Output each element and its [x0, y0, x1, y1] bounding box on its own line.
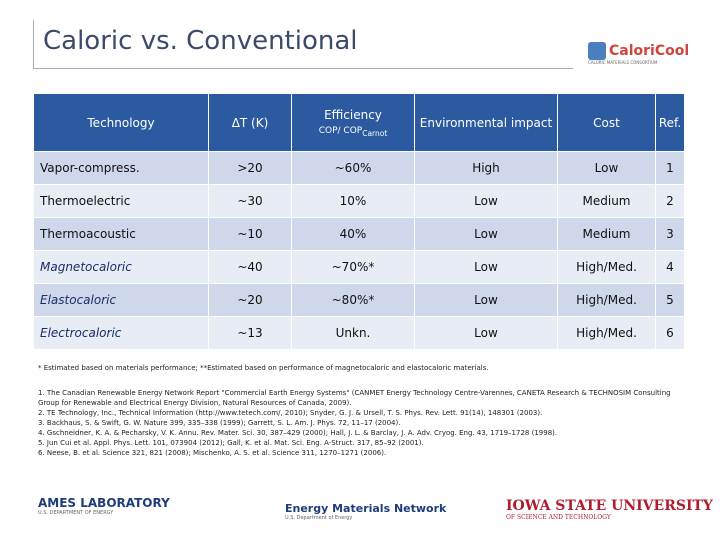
table-cell: High/Med.: [557, 283, 656, 317]
emn-name: Energy Materials Network: [285, 502, 447, 515]
reference: 3. Backhaus, S. & Swift, G. W. Nature 39…: [38, 419, 401, 427]
caloricool-logo: CaloriCool CALORIC MATERIALS CONSORTIUM: [588, 40, 689, 65]
table-cell: High: [414, 151, 558, 185]
column-header: ΔT (K): [208, 93, 292, 152]
reference: 6. Neese, B. et al. Science 321, 821 (20…: [38, 449, 387, 457]
table-cell: ~80%*: [291, 283, 415, 317]
table-row: Vapor-compress. >20 ~60% High Low 1: [33, 151, 685, 185]
table-cell: 40%: [291, 217, 415, 251]
table-cell: Vapor-compress.: [33, 151, 209, 185]
ames-name: AMES LABORATORY: [38, 496, 170, 510]
ames-logo: AMES LABORATORY U.S. DEPARTMENT OF ENERGY: [38, 496, 170, 516]
comparison-table: Technology ΔT (K) Efficiency COP/ COPCarn…: [33, 93, 685, 350]
reference: 4. Gschneidner, K. A. & Pecharsky, V. K.…: [38, 429, 558, 437]
column-subheader: COP/ COPCarnot: [293, 126, 413, 138]
column-header: Ref.: [655, 93, 685, 152]
logo-icon: [588, 41, 606, 60]
logo-tagline: CALORIC MATERIALS CONSORTIUM: [588, 59, 658, 65]
reference: 1. The Canadian Renewable Energy Network…: [38, 389, 671, 407]
table-cell: 3: [655, 217, 685, 251]
table-cell: Medium: [557, 184, 656, 218]
table-cell: Magnetocaloric: [33, 250, 209, 284]
table-cell: Elastocaloric: [33, 283, 209, 317]
references: 1. The Canadian Renewable Energy Network…: [38, 388, 688, 458]
table-body: Vapor-compress. >20 ~60% High Low 1 Thermoelec…: [33, 151, 685, 350]
column-header: Environmental impact: [414, 93, 558, 152]
footnote: * Estimated based on materials performan…: [38, 364, 489, 372]
table-cell: 5: [655, 283, 685, 317]
reference: 2. TE Technology, Inc., Technical Inform…: [38, 409, 543, 417]
table-row: Electrocaloric ~13 Unkn. Low High/Med. 6: [33, 316, 685, 350]
table-cell: ~40: [208, 250, 292, 284]
column-header: Technology: [33, 93, 209, 152]
table-cell: Thermoelectric: [33, 184, 209, 218]
column-subheader-text: COP/ COP: [318, 125, 363, 136]
table-cell: Medium: [557, 217, 656, 251]
table-row: Thermoelectric ~30 10% Low Medium 2: [33, 184, 685, 218]
table-cell: Low: [414, 250, 558, 284]
subscript: Carnot: [362, 128, 388, 138]
table-cell: 2: [655, 184, 685, 218]
table-cell: ~30: [208, 184, 292, 218]
column-header-text: Efficiency: [324, 107, 382, 122]
table-cell: >20: [208, 151, 292, 185]
table-cell: Low: [414, 283, 558, 317]
table-cell: Low: [414, 316, 558, 350]
table-cell: Low: [414, 217, 558, 251]
reference: 5. Jun Cui et al. Appl. Phys. Lett. 101,…: [38, 439, 424, 447]
table-cell: 10%: [291, 184, 415, 218]
table-cell: High/Med.: [557, 250, 656, 284]
table-cell: ~13: [208, 316, 292, 350]
title-rule: [33, 68, 573, 69]
table-cell: ~20: [208, 283, 292, 317]
header-row: Technology ΔT (K) Efficiency COP/ COPCarn…: [33, 93, 685, 152]
emn-logo: Energy Materials Network U.S. Department …: [285, 502, 446, 521]
table-cell: ~70%*: [291, 250, 415, 284]
table-cell: ~10: [208, 217, 292, 251]
logo-text: CaloriCool: [609, 43, 690, 59]
column-header: Cost: [557, 93, 656, 152]
table-row: Magnetocaloric ~40 ~70%* Low High/Med. 4: [33, 250, 685, 284]
table-cell: Thermoacoustic: [33, 217, 209, 251]
table-cell: Low: [557, 151, 656, 185]
isu-logo: IOWA STATE UNIVERSITY OF SCIENCE AND TECH…: [506, 498, 713, 521]
ames-tagline: U.S. DEPARTMENT OF ENERGY: [38, 510, 114, 516]
title-rule: [33, 20, 34, 68]
slide-title: Caloric vs. Conventional: [43, 26, 358, 56]
emn-tagline: U.S. Department of Energy: [285, 515, 353, 521]
table-cell: Electrocaloric: [33, 316, 209, 350]
column-header: Efficiency COP/ COPCarnot: [291, 93, 415, 152]
table-row: Thermoacoustic ~10 40% Low Medium 3: [33, 217, 685, 251]
table-cell: High/Med.: [557, 316, 656, 350]
table-cell: Low: [414, 184, 558, 218]
table-head: Technology ΔT (K) Efficiency COP/ COPCarn…: [33, 93, 685, 152]
table-cell: ~60%: [291, 151, 415, 185]
isu-name: IOWA STATE UNIVERSITY: [506, 498, 713, 514]
table-cell: Unkn.: [291, 316, 415, 350]
table-row: Elastocaloric ~20 ~80%* Low High/Med. 5: [33, 283, 685, 317]
table-cell: 4: [655, 250, 685, 284]
table-cell: 6: [655, 316, 685, 350]
table-cell: 1: [655, 151, 685, 185]
isu-tagline: OF SCIENCE AND TECHNOLOGY: [506, 514, 611, 521]
